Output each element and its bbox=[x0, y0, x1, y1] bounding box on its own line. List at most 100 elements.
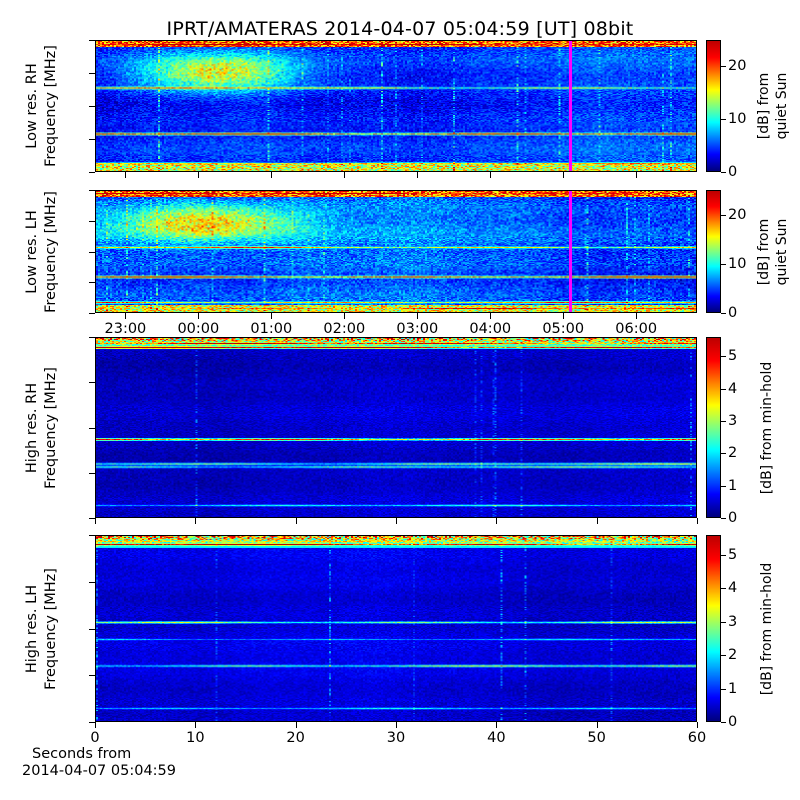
xtick-mark bbox=[396, 518, 397, 524]
ytick-mark bbox=[89, 722, 95, 723]
xtick-mark bbox=[198, 172, 199, 178]
xtick-mark bbox=[597, 722, 598, 728]
colorbar-high-res-rh bbox=[706, 337, 721, 518]
colorbar-tick-label: 0 bbox=[728, 305, 738, 321]
colorbar-tick-label: 10 bbox=[728, 111, 747, 128]
ytick-mark bbox=[89, 582, 95, 583]
colorbar-tick-mark bbox=[721, 588, 726, 589]
colorbar-tick-mark bbox=[721, 689, 726, 690]
time-marker-line bbox=[568, 41, 572, 171]
xtick-mark bbox=[344, 172, 345, 178]
colorbar-tick-label: 5 bbox=[728, 547, 738, 564]
colorbar-tick-label: 3 bbox=[728, 613, 738, 630]
colorbar-tick-label: 0 bbox=[728, 164, 738, 180]
xtick-label: 10 bbox=[186, 730, 205, 746]
spectrogram-high-res-rh[interactable] bbox=[95, 337, 697, 518]
xtick-label: 23:00 bbox=[104, 321, 147, 337]
xtick-mark bbox=[198, 313, 199, 319]
time-marker-line bbox=[568, 191, 572, 312]
ytick-mark bbox=[89, 675, 95, 676]
xtick-mark bbox=[563, 172, 564, 178]
ytick-mark bbox=[89, 106, 95, 107]
colorbar-title: [dB] from min-hold bbox=[759, 562, 775, 695]
yaxis-title-primary: High res. LH bbox=[24, 584, 40, 673]
colorbar-tick-mark bbox=[721, 66, 726, 67]
colorbar-tick-label: 3 bbox=[728, 413, 738, 430]
colorbar-title-line1: [dB] from bbox=[756, 72, 772, 140]
colorbar-low-res-rh bbox=[706, 40, 721, 172]
colorbar-title-line2: quiet Sun bbox=[774, 218, 790, 285]
colorbar-tick-mark bbox=[721, 172, 726, 173]
spectrogram-low-res-lh[interactable] bbox=[95, 190, 697, 313]
colorbar-tick-label: 2 bbox=[728, 445, 738, 462]
xtick-mark bbox=[344, 313, 345, 319]
colorbar-high-res-lh bbox=[706, 535, 721, 722]
colorbar-tick-mark bbox=[721, 722, 726, 723]
xtick-mark bbox=[271, 313, 272, 319]
yaxis-title-units: Frequency [MHz] bbox=[43, 45, 59, 167]
xtick-label: 01:00 bbox=[250, 321, 293, 337]
xtick-mark bbox=[697, 722, 698, 728]
colorbar-tick-mark bbox=[721, 356, 726, 357]
xaxis-caption-line1: Seconds from bbox=[32, 746, 132, 762]
colorbar-tick-mark bbox=[721, 264, 726, 265]
yaxis-title-units: Frequency [MHz] bbox=[43, 366, 59, 489]
page-title: IPRT/AMATERAS 2014-04-07 05:04:59 [UT] 0… bbox=[166, 18, 634, 40]
colorbar-tick-mark bbox=[721, 313, 726, 314]
ytick-mark bbox=[89, 428, 95, 429]
xtick-label: 05:00 bbox=[542, 321, 585, 337]
xtick-label: 40 bbox=[487, 730, 506, 746]
xtick-mark bbox=[95, 722, 96, 728]
xtick-mark bbox=[195, 518, 196, 524]
xtick-mark bbox=[396, 722, 397, 728]
ytick-mark bbox=[89, 282, 95, 283]
yaxis-title-units: Frequency [MHz] bbox=[43, 190, 59, 313]
colorbar-title-line1: [dB] from bbox=[756, 218, 772, 285]
xtick-mark bbox=[125, 172, 126, 178]
colorbar-tick-mark bbox=[721, 119, 726, 120]
colorbar-tick-mark bbox=[721, 486, 726, 487]
yaxis-title-primary: High res. RH bbox=[24, 382, 40, 473]
ytick-mark bbox=[89, 190, 95, 191]
spectrogram-high-res-lh[interactable] bbox=[95, 535, 697, 722]
ytick-mark bbox=[89, 252, 95, 253]
xtick-mark bbox=[95, 518, 96, 524]
colorbar-tick-label: 10 bbox=[728, 255, 747, 272]
xtick-mark bbox=[597, 518, 598, 524]
xtick-mark bbox=[496, 518, 497, 524]
xtick-mark bbox=[271, 172, 272, 178]
xtick-mark bbox=[195, 722, 196, 728]
ytick-mark bbox=[89, 473, 95, 474]
colorbar-tick-label: 2 bbox=[728, 647, 738, 664]
colorbar-tick-label: 0 bbox=[728, 714, 738, 730]
xtick-mark bbox=[697, 518, 698, 524]
spectrogram-low-res-rh[interactable] bbox=[95, 40, 697, 172]
ytick-mark bbox=[89, 518, 95, 519]
ytick-mark bbox=[89, 337, 95, 338]
yaxis-title-primary: Low res. RH bbox=[24, 63, 40, 149]
colorbar-tick-mark bbox=[721, 389, 726, 390]
ytick-mark bbox=[89, 40, 95, 41]
xtick-label: 04:00 bbox=[469, 321, 512, 337]
xtick-label: 30 bbox=[386, 730, 406, 746]
xtick-mark bbox=[490, 172, 491, 178]
colorbar-tick-mark bbox=[721, 555, 726, 556]
xtick-label: 02:00 bbox=[323, 321, 366, 337]
colorbar-tick-label: 4 bbox=[728, 380, 738, 397]
ytick-mark bbox=[89, 73, 95, 74]
xtick-mark bbox=[417, 313, 418, 319]
xtick-label: 20 bbox=[286, 730, 305, 746]
xtick-label: 06:00 bbox=[615, 321, 658, 337]
colorbar-tick-label: 0 bbox=[728, 510, 738, 526]
xtick-label: 03:00 bbox=[396, 321, 439, 337]
ytick-mark bbox=[89, 535, 95, 536]
xtick-label: 60 bbox=[687, 730, 707, 746]
xtick-mark bbox=[296, 722, 297, 728]
xtick-mark bbox=[296, 518, 297, 524]
xtick-label: 50 bbox=[587, 730, 606, 746]
xtick-mark bbox=[496, 722, 497, 728]
colorbar-tick-label: 5 bbox=[728, 348, 738, 365]
colorbar-tick-label: 4 bbox=[728, 580, 738, 597]
ytick-mark bbox=[89, 382, 95, 383]
